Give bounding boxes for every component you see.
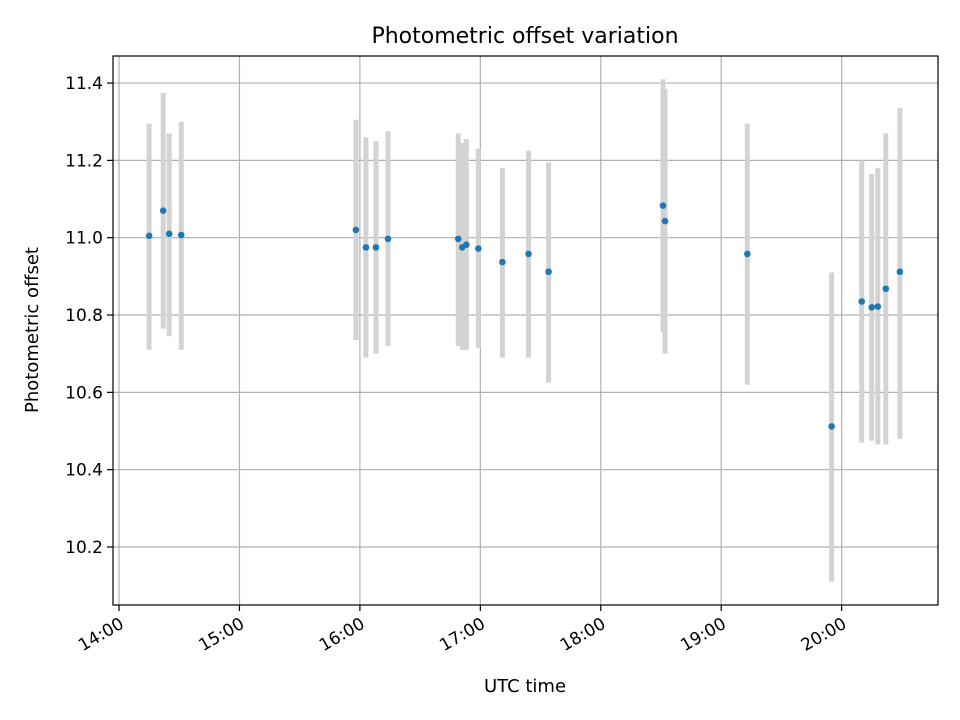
data-point	[659, 202, 667, 209]
data-point	[352, 226, 360, 234]
x-tick-label: 20:00	[798, 614, 850, 656]
data-point	[744, 250, 751, 258]
data-point	[372, 244, 380, 251]
data-point	[177, 231, 185, 239]
data-point	[874, 303, 882, 310]
y-tick-label: 11.0	[65, 229, 103, 249]
y-axis-ticks: 10.2 10.4 10.6 10.8 11.0 11.2 11.4	[65, 74, 113, 558]
x-tick-label: 14:00	[75, 614, 127, 656]
data-point	[882, 285, 890, 293]
data-point	[159, 207, 167, 214]
x-axis-label: UTC time	[484, 676, 566, 697]
data-point	[661, 217, 669, 225]
plot-frame	[112, 55, 939, 606]
x-tick-label: 15:00	[196, 614, 248, 656]
data-points	[145, 202, 904, 430]
data-point	[145, 232, 153, 240]
data-point	[475, 245, 482, 252]
x-tick-label: 19:00	[677, 614, 729, 656]
x-axis-ticks: 14:00 15:00 16:00 17:00 18:00 19:00 20:00	[75, 605, 850, 656]
error-bars	[146, 79, 903, 582]
x-tick-label: 16:00	[316, 614, 368, 656]
data-point	[499, 258, 506, 266]
y-axis-label: Photometric offset	[22, 247, 43, 413]
y-tick-label: 10.8	[65, 306, 103, 326]
data-point	[165, 230, 173, 238]
data-point	[828, 423, 835, 430]
data-point	[462, 241, 470, 248]
y-tick-label: 10.6	[65, 383, 103, 403]
y-tick-label: 11.2	[65, 151, 103, 171]
y-tick-label: 11.4	[65, 74, 103, 94]
data-point	[868, 304, 876, 311]
data-point	[362, 244, 370, 251]
data-point	[525, 250, 532, 258]
chart-title: Photometric offset variation	[371, 24, 678, 49]
y-tick-label: 10.2	[65, 538, 103, 558]
data-point	[858, 298, 866, 305]
data-point	[896, 268, 904, 276]
data-point	[384, 235, 392, 243]
x-tick-label: 18:00	[557, 614, 609, 656]
data-point	[545, 268, 552, 276]
x-tick-label: 17:00	[436, 614, 488, 656]
grid	[113, 56, 938, 605]
y-tick-label: 10.4	[65, 461, 103, 481]
data-point	[454, 235, 462, 243]
